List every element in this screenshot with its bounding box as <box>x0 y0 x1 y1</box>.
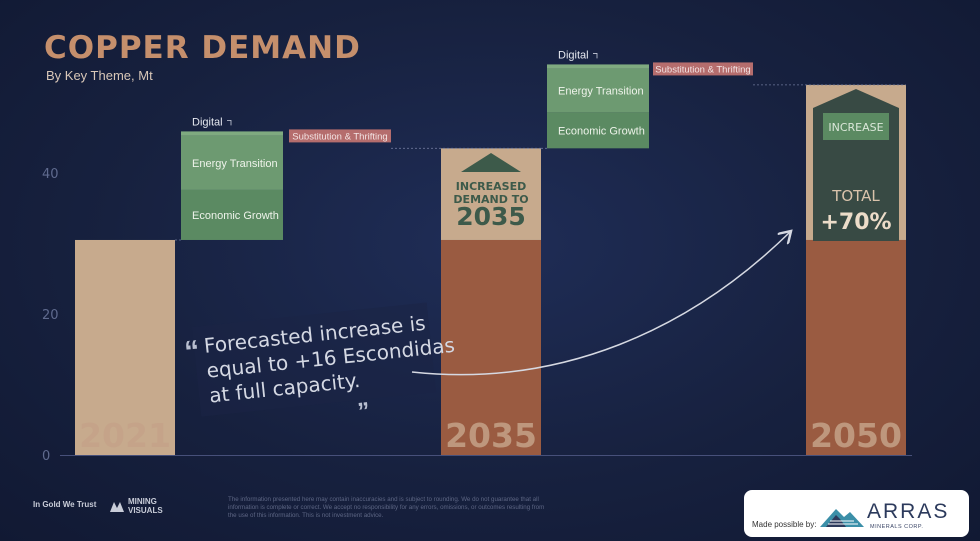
waterfall-segment-digital <box>547 64 649 69</box>
sponsor-name: ARRAS <box>867 500 950 523</box>
bar-2035 <box>441 239 541 455</box>
digital-pointer-icon <box>593 53 598 59</box>
waterfall-segment-substitution-thrifting <box>289 129 391 143</box>
waterfall-segment-energy-transition <box>181 135 283 190</box>
bar-year-label: 2035 <box>445 416 537 455</box>
quote-close-mark: „ <box>355 384 370 412</box>
increase-chip <box>823 113 889 140</box>
y-tick-label: 0 <box>42 449 50 464</box>
total-value: +70% <box>820 210 891 235</box>
mining-visuals-word-1: MINING <box>128 497 157 506</box>
waterfall-label: Economic Growth <box>192 210 279 222</box>
house-roof-icon <box>461 153 521 172</box>
arras-mountain-icon <box>820 509 864 527</box>
waterfall-segment-energy-transition <box>547 68 649 113</box>
disclaimer-text: The information presented here may conta… <box>228 496 545 519</box>
mining-visuals-logo: MINING VISUALS <box>110 497 163 515</box>
waterfall-label: Economic Growth <box>558 125 645 137</box>
waterfall-label: Energy Transition <box>192 158 278 170</box>
made-possible-label: Made possible by: <box>752 520 817 529</box>
waterfall-segment-economic-growth <box>181 189 283 240</box>
waterfall-label: Substitution & Thrifting <box>292 131 387 142</box>
waterfall-segment-digital <box>181 131 283 136</box>
bar-year-label: 2050 <box>810 416 902 455</box>
mining-visuals-icon <box>110 502 124 512</box>
waterfall-label: Digital <box>558 49 589 61</box>
in-gold-we-trust-logo: In Gold We Trust <box>33 500 97 509</box>
y-tick-label: 20 <box>42 308 59 323</box>
increase-annotation-text: INCREASED <box>456 180 526 193</box>
digital-pointer-icon <box>227 120 232 126</box>
total-label: TOTAL <box>831 187 880 205</box>
increase-annotation-text: DEMAND TO <box>453 193 528 206</box>
waterfall-label: Digital <box>192 116 223 128</box>
waterfall-segment-substitution-thrifting <box>653 62 753 76</box>
mining-visuals-word-2: VISUALS <box>128 506 163 515</box>
increase-annotation-text: 2035 <box>456 202 526 231</box>
quote-backdrop <box>191 302 437 417</box>
quote-open-mark: “ <box>183 335 201 369</box>
sponsor-panel: Made possible by: ARRAS MINERALS CORP. <box>744 490 969 537</box>
waterfall-segment-economic-growth <box>547 112 649 149</box>
bar-2050 <box>806 239 906 455</box>
bar-increase-2021 <box>75 239 175 455</box>
page-title: COPPER DEMAND <box>44 30 361 66</box>
waterfall-label: Energy Transition <box>558 86 644 98</box>
sponsor-subtitle: MINERALS CORP. <box>870 524 924 530</box>
y-tick-label: 40 <box>42 167 59 182</box>
increase-label: INCREASE <box>828 121 883 134</box>
waterfall-label: Substitution & Thrifting <box>655 64 750 75</box>
trend-arrow <box>411 232 790 376</box>
bar-year-label: 2021 <box>79 416 171 455</box>
page-subtitle: By Key Theme, Mt <box>46 68 153 83</box>
